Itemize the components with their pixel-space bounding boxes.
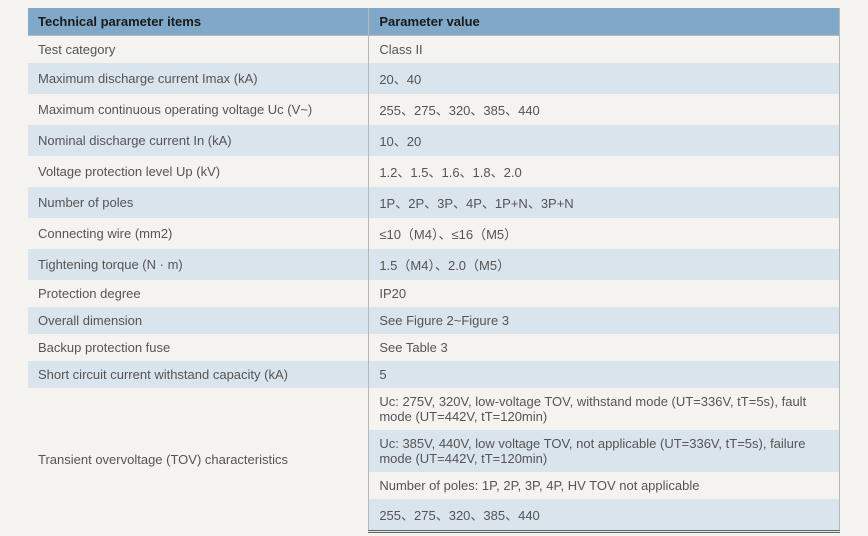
table-row: Connecting wire (mm2) ≤10（M4）、≤16（M5） [28,218,840,249]
param-value: See Figure 2~Figure 3 [369,307,840,334]
param-item: Nominal discharge current In (kA) [28,125,369,156]
param-value: 10、20 [369,125,840,156]
param-value: 1.5（M4）、2.0（M5） [369,249,840,280]
table-row: Maximum continuous operating voltage Uc … [28,94,840,125]
param-item-tov: Transient overvoltage (TOV) characterist… [28,388,369,532]
param-value: Uc: 275V, 320V, low-voltage TOV, withsta… [369,388,840,430]
param-value: Class II [369,36,840,64]
table-row: Tightening torque (N · m) 1.5（M4）、2.0（M5… [28,249,840,280]
header-value: Parameter value [369,8,840,36]
param-value: Number of poles: 1P, 2P, 3P, 4P, HV TOV … [369,472,840,499]
param-value: IP20 [369,280,840,307]
table-row: Maximum discharge current Imax (kA) 20、4… [28,63,840,94]
param-item: Connecting wire (mm2) [28,218,369,249]
param-item: Maximum continuous operating voltage Uc … [28,94,369,125]
param-item: Test category [28,36,369,64]
param-item: Tightening torque (N · m) [28,249,369,280]
param-item: Voltage protection level Up (kV) [28,156,369,187]
table-row: Short circuit current withstand capacity… [28,361,840,388]
param-value: Uc: 385V, 440V, low voltage TOV, not app… [369,430,840,472]
param-value: See Table 3 [369,334,840,361]
param-value: 20、40 [369,63,840,94]
param-item: Short circuit current withstand capacity… [28,361,369,388]
param-item: Number of poles [28,187,369,218]
param-value: 5 [369,361,840,388]
table-row: Number of poles 1P、2P、3P、4P、1P+N、3P+N [28,187,840,218]
header-items: Technical parameter items [28,8,369,36]
table-row: Test category Class II [28,36,840,64]
param-item: Overall dimension [28,307,369,334]
technical-parameters-table: Technical parameter items Parameter valu… [28,8,840,533]
param-value: 1P、2P、3P、4P、1P+N、3P+N [369,187,840,218]
table-row: Protection degree IP20 [28,280,840,307]
param-item: Maximum discharge current Imax (kA) [28,63,369,94]
param-value: 255、275、320、385、440 [369,94,840,125]
table-row: Voltage protection level Up (kV) 1.2、1.5… [28,156,840,187]
table-row: Nominal discharge current In (kA) 10、20 [28,125,840,156]
table-row: Transient overvoltage (TOV) characterist… [28,388,840,430]
param-item: Protection degree [28,280,369,307]
table-row: Overall dimension See Figure 2~Figure 3 [28,307,840,334]
param-item: Backup protection fuse [28,334,369,361]
table-row: Backup protection fuse See Table 3 [28,334,840,361]
param-value: 255、275、320、385、440 [369,499,840,532]
param-value: 1.2、1.5、1.6、1.8、2.0 [369,156,840,187]
param-value: ≤10（M4）、≤16（M5） [369,218,840,249]
